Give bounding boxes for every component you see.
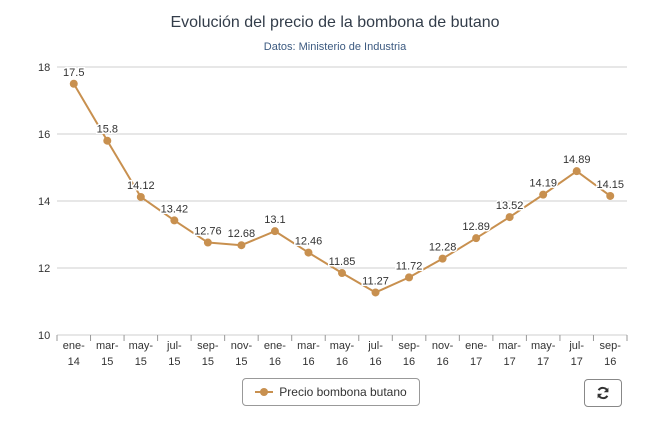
x-tick-label: 17 — [537, 356, 549, 368]
x-tick-label: 16 — [403, 356, 415, 368]
data-point — [572, 167, 581, 176]
data-label: 14.19 — [529, 178, 557, 190]
data-label: 12.46 — [295, 236, 323, 248]
x-tick-label: 16 — [369, 356, 381, 368]
data-point — [338, 269, 346, 278]
data-label: 12.28 — [429, 242, 457, 254]
data-point — [203, 238, 212, 247]
data-point — [304, 248, 313, 257]
data-label: 12.76 — [194, 226, 222, 238]
x-tick-label: 15 — [235, 356, 247, 368]
x-tick-label: jul- — [568, 340, 584, 352]
refresh-button[interactable] — [584, 379, 622, 407]
x-tick-label: 15 — [101, 356, 113, 368]
x-tick-label: jul- — [367, 340, 383, 352]
x-tick-label: nov- — [231, 340, 253, 352]
chart-subtitle: Datos: Ministerio de Industria — [263, 41, 407, 53]
data-label: 11.85 — [329, 256, 356, 268]
x-tick-label: 16 — [269, 356, 281, 368]
data-point — [606, 191, 615, 200]
data-label: 11.72 — [396, 260, 423, 272]
x-tick-label: ene- — [264, 340, 286, 352]
x-tick-label: mar- — [498, 340, 521, 352]
data-label: 17.5 — [63, 67, 84, 79]
x-tick-label: 15 — [202, 356, 214, 368]
x-tick-label: 16 — [604, 356, 616, 368]
x-tick-label: mar- — [297, 340, 320, 352]
x-tick-label: ene- — [465, 340, 487, 352]
data-label: 15.8 — [97, 124, 118, 136]
chart-title: Evolución del precio de la bombona de bu… — [170, 14, 500, 31]
data-point — [237, 241, 246, 250]
x-tick-label: 17 — [470, 356, 482, 368]
x-tick-label: 17 — [504, 356, 516, 368]
y-tick-label: 14 — [38, 196, 50, 208]
data-point — [472, 234, 481, 243]
data-point — [69, 79, 78, 88]
x-tick-label: sep- — [398, 340, 420, 352]
x-tick-label: jul- — [166, 340, 182, 352]
x-tick-label: may- — [330, 340, 355, 352]
data-point — [438, 254, 447, 263]
data-label: 12.68 — [228, 228, 256, 240]
x-tick-label: 17 — [571, 356, 583, 368]
x-tick-label: sep- — [197, 340, 219, 352]
data-label: 14.89 — [563, 154, 591, 166]
y-tick-label: 10 — [38, 330, 50, 342]
data-point — [405, 273, 414, 282]
legend-swatch — [255, 387, 274, 397]
data-label: 14.12 — [127, 180, 155, 192]
legend-series-toggle[interactable]: Precio bombona butano — [242, 378, 420, 406]
data-point — [170, 216, 179, 225]
data-point — [270, 227, 279, 236]
data-label: 13.1 — [264, 214, 285, 226]
x-tick-label: may- — [531, 340, 556, 352]
data-label: 13.42 — [161, 203, 189, 215]
x-tick-label: 16 — [336, 356, 348, 368]
x-tick-label: 14 — [68, 356, 80, 368]
data-label: 13.52 — [496, 200, 524, 212]
data-label: 12.89 — [462, 221, 490, 233]
x-tick-label: 15 — [135, 356, 147, 368]
x-tick-label: ene- — [63, 340, 85, 352]
x-tick-label: 15 — [168, 356, 180, 368]
data-point — [103, 136, 112, 145]
data-point — [539, 190, 548, 199]
data-point — [371, 288, 380, 297]
x-tick-label: 16 — [436, 356, 448, 368]
legend-label: Precio bombona butano — [279, 385, 407, 399]
y-tick-label: 18 — [38, 62, 50, 74]
data-point — [136, 192, 145, 201]
x-tick-label: sep- — [600, 340, 622, 352]
x-tick-label: mar- — [96, 340, 119, 352]
x-tick-label: nov- — [432, 340, 454, 352]
y-tick-label: 12 — [38, 263, 50, 275]
x-tick-label: may- — [129, 340, 154, 352]
data-label: 14.15 — [596, 179, 624, 191]
y-tick-label: 16 — [38, 129, 50, 141]
refresh-icon — [597, 386, 609, 400]
data-label: 11.27 — [362, 275, 389, 287]
data-point — [505, 213, 514, 222]
x-tick-label: 16 — [302, 356, 314, 368]
